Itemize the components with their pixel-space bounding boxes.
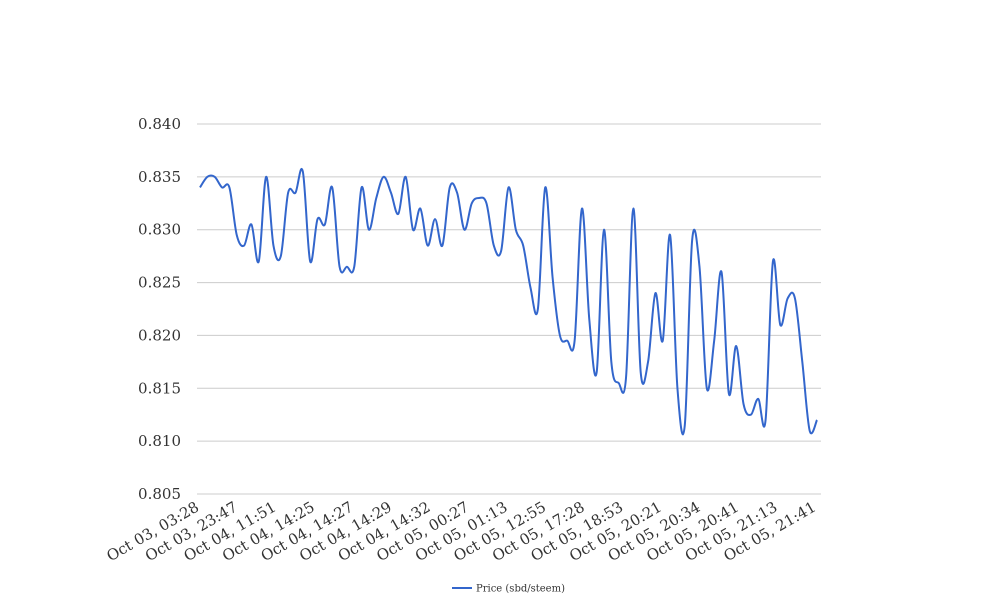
y-tick-label: 0.840 (138, 115, 181, 133)
y-tick-label: 0.835 (138, 168, 181, 186)
legend-label-price: Price (sbd/steem) (476, 584, 565, 595)
y-tick-label: 0.820 (138, 326, 181, 344)
series-lines (199, 168, 818, 436)
y-tick-label: 0.815 (138, 379, 181, 397)
y-tick-label: 0.830 (138, 221, 181, 239)
y-tick-label: 0.805 (138, 485, 181, 503)
gridlines (197, 123, 821, 495)
series-line-price (199, 168, 818, 436)
y-tick-label: 0.825 (138, 274, 181, 292)
legend[interactable]: Price (sbd/steem) (452, 584, 565, 595)
y-axis-tick-labels: 0.805 0.810 0.815 0.820 0.825 0.830 0.835 0.840 (138, 115, 181, 503)
y-tick-label: 0.810 (138, 432, 181, 450)
